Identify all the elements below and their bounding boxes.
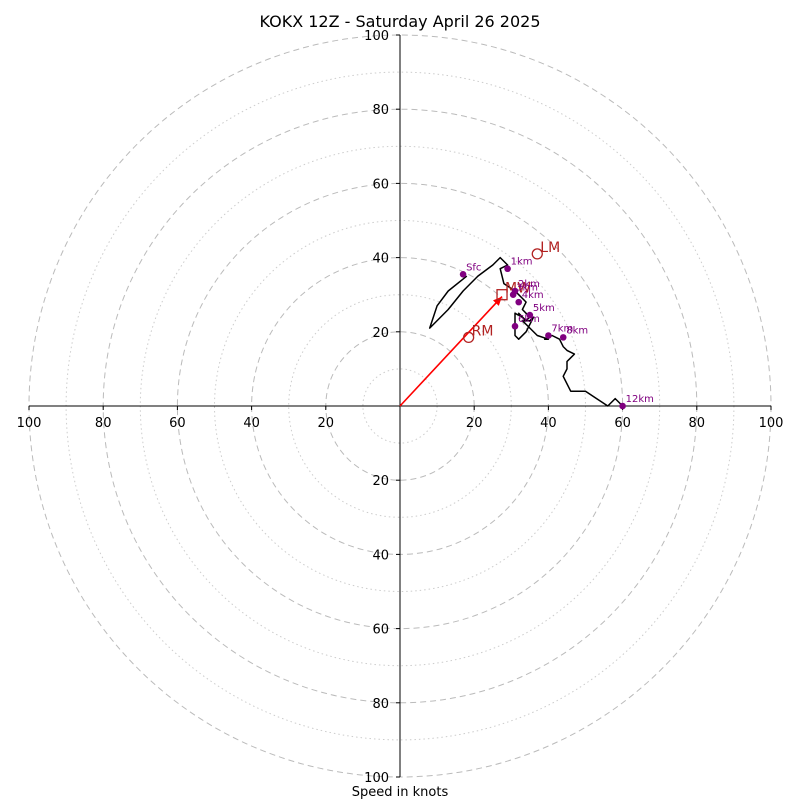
x-tick-label: 40 [243, 416, 260, 431]
storm-motion-label: RM [472, 323, 494, 339]
height-label: 1km [511, 257, 533, 268]
storm-motion-marker [462, 331, 475, 344]
shear-vector-line [399, 296, 503, 407]
y-tick-label: 20 [372, 474, 389, 489]
height-label: 12km [626, 394, 654, 405]
height-label: 4km [522, 290, 544, 301]
y-tick-label: 100 [364, 771, 389, 786]
y-tick-label: 40 [372, 252, 389, 267]
y-tick-label: 20 [372, 326, 389, 341]
mean-wind-marker [496, 289, 508, 301]
y-tick-label: 80 [372, 103, 389, 118]
height-marker [509, 291, 517, 299]
height-label: 8km [566, 325, 588, 336]
height-marker [515, 298, 523, 306]
y-tick-label: 80 [372, 697, 389, 712]
height-marker [559, 334, 567, 341]
x-tick-label: 20 [318, 416, 335, 431]
height-label: 2km [518, 279, 540, 290]
x-tick-label: 100 [17, 416, 42, 431]
x-tick-label: 100 [759, 416, 784, 431]
bulk-shear-vector [399, 296, 503, 407]
x-tick-label: 20 [466, 416, 483, 431]
hodograph-trace [428, 256, 624, 407]
wind-trace [428, 256, 624, 407]
height-label: Sfc [466, 262, 481, 273]
height-marker [511, 322, 519, 330]
height-marker [504, 265, 511, 273]
x-tick-label: 60 [614, 416, 631, 431]
y-tick-label: 60 [372, 623, 389, 638]
height-label: 3km [516, 283, 538, 294]
x-tick-label: 40 [540, 416, 557, 431]
y-tick-label: 60 [372, 177, 389, 192]
tick-labels: 100 80 60 40 20 20 40 60 80 100 100 80 60 40 20 20 40 60 8… [17, 29, 784, 786]
x-tick-label: 60 [169, 416, 186, 431]
height-marker [526, 311, 534, 319]
storm-motion-label: LM [540, 240, 560, 256]
chart-title: KOKX 12Z - Saturday April 26 2025 [259, 12, 540, 31]
x-tick-label: 80 [689, 416, 706, 431]
height-label: 7km [551, 324, 573, 335]
y-tick-label: 40 [372, 548, 389, 563]
height-label: 6km [518, 314, 540, 325]
y-tick-label: 100 [364, 29, 389, 44]
storm-motion-marker [531, 248, 543, 260]
shear-vector-arrowhead [493, 296, 502, 306]
height-label: 5km [533, 303, 555, 314]
height-marker [545, 332, 552, 339]
height-marker [459, 270, 467, 278]
x-tick-label: 80 [95, 416, 112, 431]
x-axis-label: Speed in knots [352, 785, 449, 800]
height-marker [619, 402, 626, 410]
